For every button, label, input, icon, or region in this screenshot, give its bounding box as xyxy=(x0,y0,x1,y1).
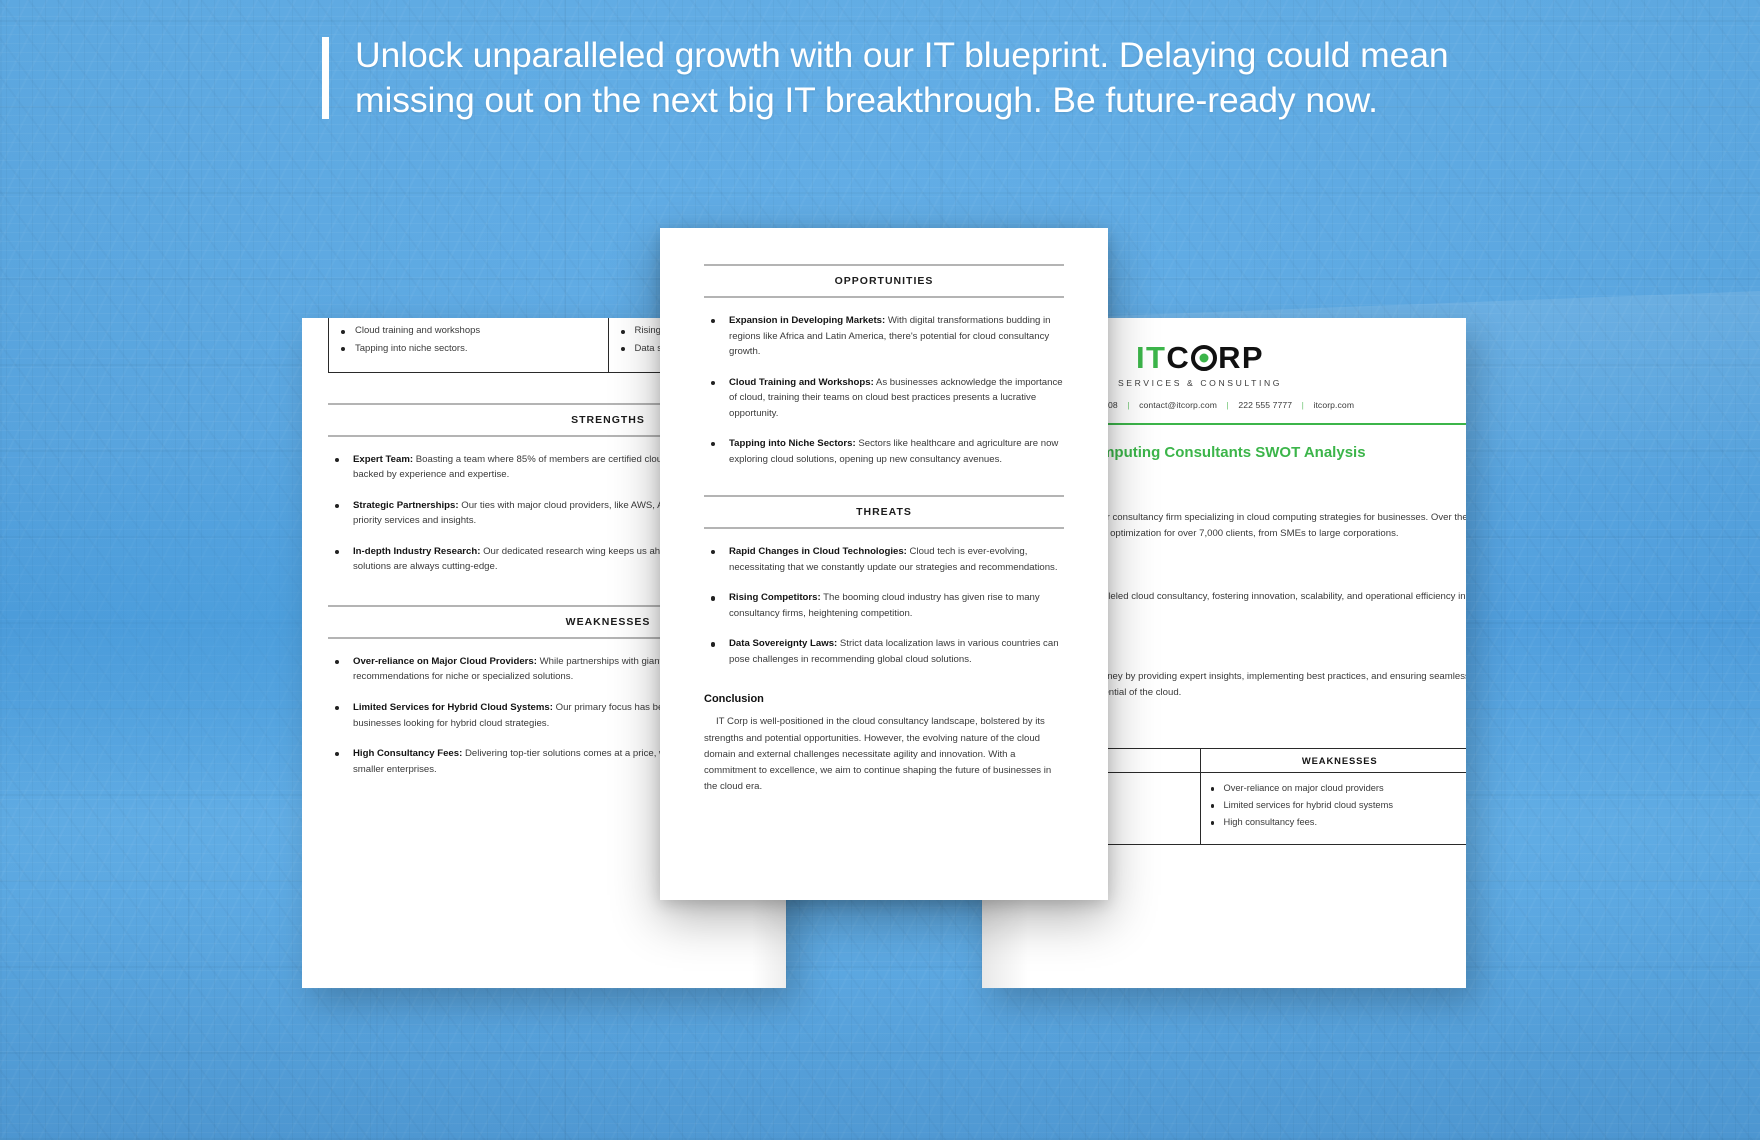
weaknesses-summary-list: Over-reliance on major cloud providers L… xyxy=(1205,782,1467,830)
list-item: Over-reliance on major cloud providers xyxy=(1205,782,1467,796)
logo-o-ring-icon xyxy=(1191,344,1218,371)
contact-separator: | xyxy=(1127,400,1130,410)
bullet-body: Our ties with major cloud providers, lik… xyxy=(353,499,786,527)
bullet-body: Cloud tech is ever-evolving, necessitati… xyxy=(729,546,1058,573)
list-item: Limited services for hybrid cloud system… xyxy=(1205,799,1467,813)
strengths-detail-list: Expert Team: Boasting a team where 85% o… xyxy=(328,452,786,575)
bullet-title: Over-reliance on Major Cloud Providers: xyxy=(353,655,537,667)
headline-accent-bar xyxy=(322,37,329,119)
section-heading-threats: THREATS xyxy=(704,495,1064,530)
bullet-title: Cloud Training and Workshops: xyxy=(729,376,874,388)
bullet-title: Rising Competitors: xyxy=(729,592,821,604)
bullet-body: The booming cloud industry has given ris… xyxy=(729,592,1040,619)
summary-cell-weaknesses: Over-reliance on major cloud providers L… xyxy=(1199,771,1467,845)
list-item: High consultancy fees. xyxy=(1205,816,1467,830)
list-item: Strategic Partnerships: Our ties with ma… xyxy=(328,498,786,529)
background-bottom-shade xyxy=(0,889,1760,1140)
list-item: Cloud Training and Workshops: As busines… xyxy=(704,375,1064,422)
list-item: High Consultancy Fees: Delivering top-ti… xyxy=(328,746,786,777)
list-item: Tapping into niche sectors. xyxy=(335,342,598,356)
bullet-title: Expansion in Developing Markets: xyxy=(729,315,886,326)
letterhead-divider xyxy=(982,423,1466,426)
list-item: Rising Competitors: The booming cloud in… xyxy=(704,590,1064,621)
bullet-title: High Consultancy Fees: xyxy=(353,748,463,760)
text-conclusion: IT Corp is well-positioned in the cloud … xyxy=(704,716,1052,792)
bullet-body: Strict data localization laws in various… xyxy=(729,638,1059,665)
threats-detail-list: Rapid Changes in Cloud Technologies: Clo… xyxy=(704,544,1064,667)
page-center-clip: OPPORTUNITIES Expansion in Developing Ma… xyxy=(660,228,1108,900)
logo-tagline: SERVICES & CONSULTING xyxy=(1117,378,1283,388)
bullet-title: Data Sovereignty Laws: xyxy=(729,638,838,650)
opportunities-detail-list: Expansion in Developing Markets: With di… xyxy=(704,313,1064,467)
summary-header-weaknesses: WEAKNESSES xyxy=(1199,747,1466,773)
bullet-body: Boasting a team where 85% of members are… xyxy=(353,453,786,481)
bullet-body: Sectors like healthcare and agriculture … xyxy=(729,438,1059,465)
conclusion-section: Conclusion IT Corp is well-positioned in… xyxy=(704,693,1064,795)
list-item: Data Sovereignty Laws: Strict data local… xyxy=(704,636,1064,667)
page-center-content: OPPORTUNITIES Expansion in Developing Ma… xyxy=(704,264,1064,795)
bullet-body: With digital transformations budding in … xyxy=(729,315,1051,358)
text-company-overview: Founded in 2050 in Boston, MA, is a prem… xyxy=(982,512,1466,540)
opportunities-summary-list: Expansion in developing markets Cloud tr… xyxy=(335,318,598,356)
heading-conclusion: Conclusion xyxy=(704,693,764,706)
contact-separator: | xyxy=(1301,400,1304,410)
strengths-section: STRENGTHS Expert Team: Boasting a team w… xyxy=(328,402,786,575)
document-page-center[interactable]: OPPORTUNITIES Expansion in Developing Ma… xyxy=(660,228,1108,900)
list-item: Expansion in developing markets xyxy=(335,318,598,321)
bullet-title: Rapid Changes in Cloud Technologies: xyxy=(729,546,907,558)
list-item: Expansion in Developing Markets: With di… xyxy=(704,313,1064,360)
section-heading-weaknesses: WEAKNESSES xyxy=(328,604,786,639)
contact-website[interactable]: itcorp.com xyxy=(1313,400,1355,410)
list-item: Rapid Changes in Cloud Technologies: Clo… xyxy=(704,544,1064,575)
headline-banner: Unlock unparalleled growth with our IT b… xyxy=(322,33,1462,124)
list-item: Tapping into Niche Sectors: Sectors like… xyxy=(704,436,1064,467)
threats-section: THREATS Rapid Changes in Cloud Technolog… xyxy=(704,495,1064,667)
contact-separator: | xyxy=(1226,400,1229,410)
contact-email[interactable]: contact@itcorp.com xyxy=(1139,400,1217,410)
section-heading-strengths: STRENGTHS xyxy=(328,402,786,437)
bullet-body: As businesses acknowledge the importance… xyxy=(729,376,1063,419)
logo-rp-text: RP xyxy=(1218,340,1265,375)
list-item: In-depth Industry Research: Our dedicate… xyxy=(328,544,786,575)
bullet-title: Expert Team: xyxy=(353,453,414,465)
list-item: Expert Team: Boasting a team where 85% o… xyxy=(328,452,786,483)
logo-wordmark: IT C RP xyxy=(1136,342,1264,373)
logo-c-text: C xyxy=(1166,340,1191,375)
bullet-title: Tapping into Niche Sectors: xyxy=(729,438,856,450)
bullet-title: Limited Services for Hybrid Cloud System… xyxy=(353,702,553,713)
bullet-body: Our dedicated research wing keeps us ahe… xyxy=(353,545,786,573)
section-heading-opportunities: OPPORTUNITIES xyxy=(704,264,1064,298)
opportunities-section: OPPORTUNITIES Expansion in Developing Ma… xyxy=(704,264,1064,467)
bullet-title: Strategic Partnerships: xyxy=(353,499,459,511)
list-item: Cloud training and workshops xyxy=(335,324,598,338)
contact-phone: 222 555 7777 xyxy=(1238,400,1293,410)
headline-text: Unlock unparalleled growth with our IT b… xyxy=(355,35,1449,121)
page-title: Cloud Computing Consultants SWOT Analysi… xyxy=(1034,444,1366,462)
bullet-title: In-depth Industry Research: xyxy=(353,545,481,557)
logo-it-text: IT xyxy=(1135,340,1167,375)
company-logo: IT C RP SERVICES & CONSULTING xyxy=(982,342,1466,388)
bullet-body: Delivering top-tier solutions comes at a… xyxy=(353,748,786,775)
swot-cell-opportunities: Expansion in developing markets Cloud tr… xyxy=(328,318,609,373)
